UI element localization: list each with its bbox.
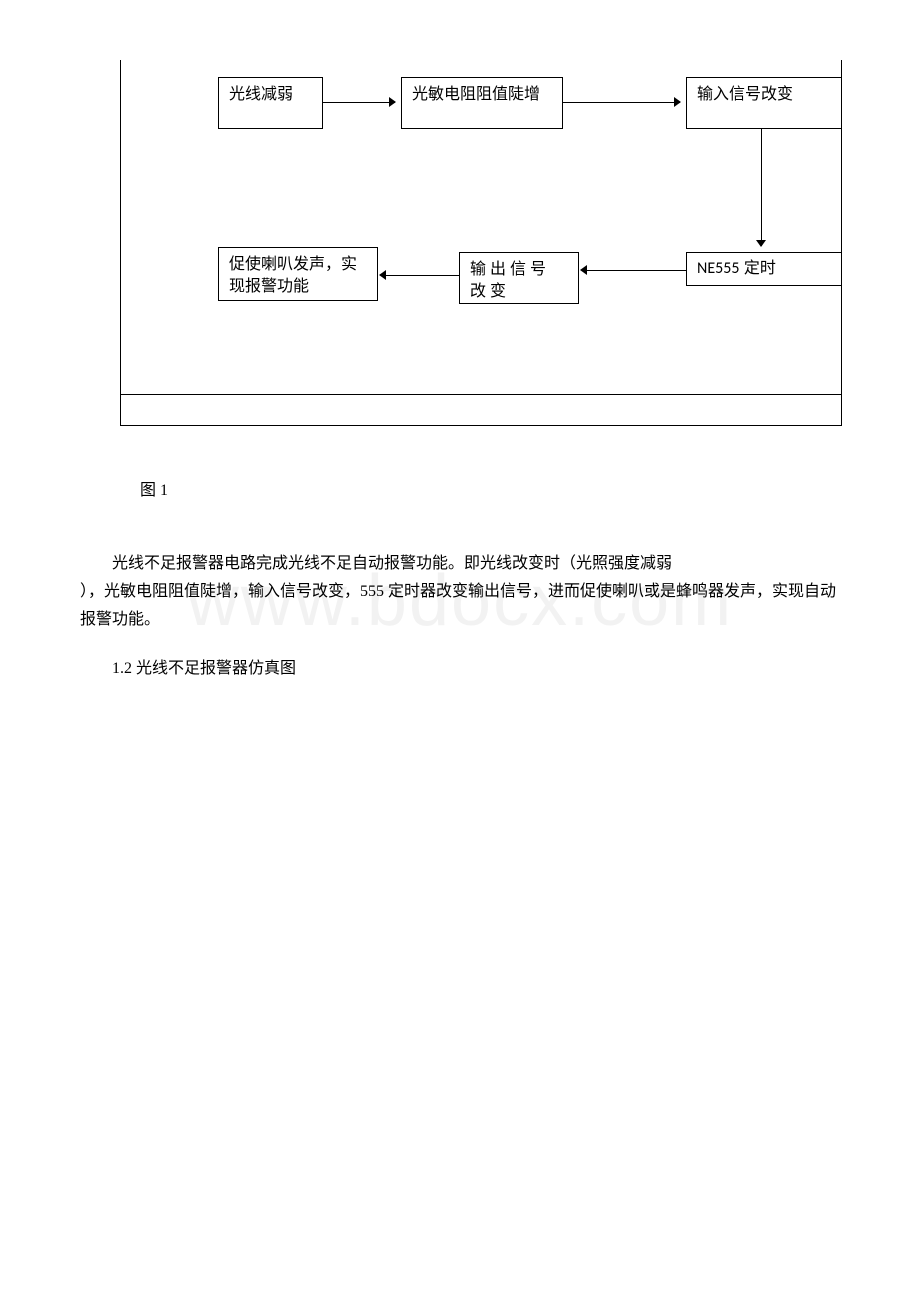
flowchart-diagram: 光线减弱 光敏电阻阻值陡增 输入信号改变 促使喇叭发声，实现报警功能 输出信号改… <box>121 60 841 395</box>
arrow-head-down-icon <box>756 240 766 247</box>
arrow-head-right-icon <box>389 97 396 107</box>
arrow-head-left-icon <box>379 270 386 280</box>
node-label: 光线减弱 <box>229 86 293 103</box>
section-heading: 1.2 光线不足报警器仿真图 <box>112 654 840 678</box>
arrow-line <box>585 270 686 271</box>
paragraph-line2: ），光敏电阻阻值陡增，输入信号改变，555 定时器改变输出信号，进而促使喇叭或是… <box>80 583 836 628</box>
arrow-line <box>323 102 395 103</box>
flow-node-speaker-alarm: 促使喇叭发声，实现报警功能 <box>218 247 378 301</box>
figure-caption: 图 1 <box>140 476 840 500</box>
frame-empty-area <box>121 395 841 425</box>
arrow-line <box>384 275 459 276</box>
body-paragraph: 光线不足报警器电路完成光线不足自动报警功能。即光线改变时（光照强度减弱 ），光敏… <box>80 550 840 634</box>
flow-node-ne555-timer: NE555 定时 <box>686 252 841 286</box>
node-label: 光敏电阻阻值陡增 <box>412 86 540 103</box>
flow-node-resistance-increase: 光敏电阻阻值陡增 <box>401 77 563 129</box>
node-label-prefix: NE555 <box>697 259 739 278</box>
flow-node-output-signal-change: 输出信号改变 <box>459 252 579 304</box>
arrow-head-left-icon <box>580 265 587 275</box>
flow-node-light-dim: 光线减弱 <box>218 77 323 129</box>
arrow-head-right-icon <box>674 97 681 107</box>
flow-node-input-signal-change: 输入信号改变 <box>686 77 841 129</box>
node-label: 输入信号改变 <box>697 86 793 103</box>
node-label: 输出信号改变 <box>470 261 550 300</box>
diagram-outer-frame: 光线减弱 光敏电阻阻值陡增 输入信号改变 促使喇叭发声，实现报警功能 输出信号改… <box>120 60 842 426</box>
paragraph-line1: 光线不足报警器电路完成光线不足自动报警功能。即光线改变时（光照强度减弱 <box>80 550 672 578</box>
arrow-line <box>563 102 680 103</box>
arrow-line <box>761 129 762 246</box>
node-label: 促使喇叭发声，实现报警功能 <box>229 256 357 295</box>
node-label-suffix: 定时 <box>739 260 775 277</box>
page-container: www.bdocx.com 光线减弱 光敏电阻阻值陡增 输入信号改变 促使喇叭发… <box>0 0 920 718</box>
